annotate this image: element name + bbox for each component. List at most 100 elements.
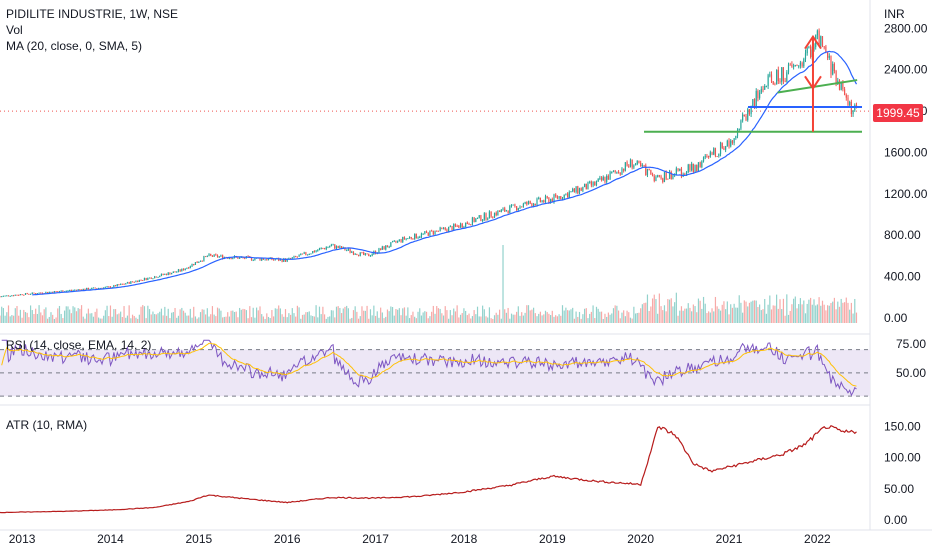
candle-body	[344, 247, 346, 251]
candle-body	[366, 253, 368, 255]
candle-body	[172, 271, 174, 273]
candle-body	[699, 162, 701, 168]
candle-body	[189, 266, 191, 269]
volume-bar	[26, 312, 28, 323]
volume-bar	[206, 308, 208, 323]
candle-body	[643, 165, 645, 167]
volume-bar	[706, 313, 708, 323]
volume-bar	[242, 308, 244, 323]
candle-body	[704, 155, 706, 158]
candle-body	[126, 282, 129, 284]
candle-body	[48, 291, 50, 293]
volume-bar	[373, 305, 375, 323]
candle-body	[583, 183, 586, 188]
candle-body	[403, 236, 406, 240]
volume-bar	[407, 307, 409, 323]
volume-bar	[815, 305, 817, 323]
volume-bar	[104, 310, 106, 323]
volume-bar	[283, 316, 285, 323]
time-tick-label: 2017	[362, 532, 389, 546]
volume-bar	[621, 312, 623, 323]
candle-body	[730, 140, 732, 147]
volume-bar	[648, 311, 650, 323]
volume-bar	[386, 309, 389, 323]
candle-body	[725, 146, 727, 150]
candle-body	[833, 63, 835, 72]
candle-body	[658, 175, 660, 177]
candle-body	[789, 64, 791, 66]
volume-bar	[18, 315, 20, 323]
volume-bar	[473, 310, 475, 323]
atr-tick-label: 50.00	[884, 482, 914, 496]
volume-bar	[646, 294, 649, 323]
candle-body	[517, 208, 519, 211]
volume-bar	[764, 298, 766, 323]
volume-bar	[850, 302, 852, 323]
volume-bar	[92, 316, 95, 323]
volume-bar	[711, 308, 713, 323]
candle-body	[550, 199, 552, 203]
candle-body	[273, 259, 275, 261]
volume-bar	[500, 318, 502, 323]
volume-bar	[220, 310, 222, 323]
volume-bar	[62, 318, 64, 323]
volume-bar	[519, 315, 521, 323]
volume-bar	[334, 317, 336, 323]
candle-body	[813, 47, 815, 50]
volume-bar	[826, 305, 829, 323]
candle-body	[451, 226, 453, 231]
volume-bar	[830, 302, 832, 323]
candle-body	[364, 253, 366, 255]
candle-body	[752, 99, 754, 107]
volume-bar	[79, 308, 81, 323]
volume-bar	[77, 308, 79, 323]
candle-body	[840, 81, 842, 90]
volume-bar	[488, 307, 491, 323]
volume-bar	[522, 315, 525, 323]
volume-bar	[327, 316, 329, 323]
volume-bar	[230, 310, 232, 323]
candle-body	[432, 230, 434, 235]
candle-body	[72, 290, 74, 292]
candle-body	[777, 69, 779, 82]
candle-body	[803, 58, 805, 67]
candle-body	[291, 257, 293, 259]
ma-legend: MA (20, close, 0, SMA, 5)	[6, 39, 143, 53]
neckline	[777, 79, 858, 94]
candle-body	[531, 203, 533, 207]
candle-body	[471, 217, 474, 225]
candle-body	[631, 159, 633, 168]
volume-bar	[612, 308, 615, 323]
volume-bar	[325, 318, 327, 323]
rsi-signal-line	[1, 342, 857, 387]
volume-bar	[412, 311, 414, 323]
volume-bar	[534, 313, 536, 323]
candle-body	[165, 273, 168, 276]
candle-body	[434, 230, 436, 235]
candle-body	[53, 291, 55, 293]
volume-bar	[101, 318, 103, 323]
candle-body	[201, 260, 203, 262]
volume-bar	[684, 308, 686, 323]
volume-bar	[502, 245, 504, 323]
candle-body	[74, 289, 76, 291]
volume-bar	[842, 302, 844, 323]
candle-body	[70, 289, 72, 291]
candle-body	[446, 229, 448, 232]
candle-body	[363, 252, 365, 255]
candle-body	[1, 296, 3, 298]
volume-bar	[298, 307, 300, 323]
candle-body	[410, 237, 412, 239]
volume-bar	[210, 314, 212, 323]
candle-body	[118, 284, 120, 286]
volume-bar	[65, 306, 67, 323]
candle-body	[340, 246, 343, 249]
volume-bar	[793, 298, 795, 323]
candle-body	[448, 226, 450, 232]
volume-bar	[21, 317, 23, 323]
volume-bar	[142, 305, 144, 323]
candle-body	[624, 162, 626, 171]
candle-body	[199, 260, 202, 262]
volume-bar	[14, 308, 16, 323]
